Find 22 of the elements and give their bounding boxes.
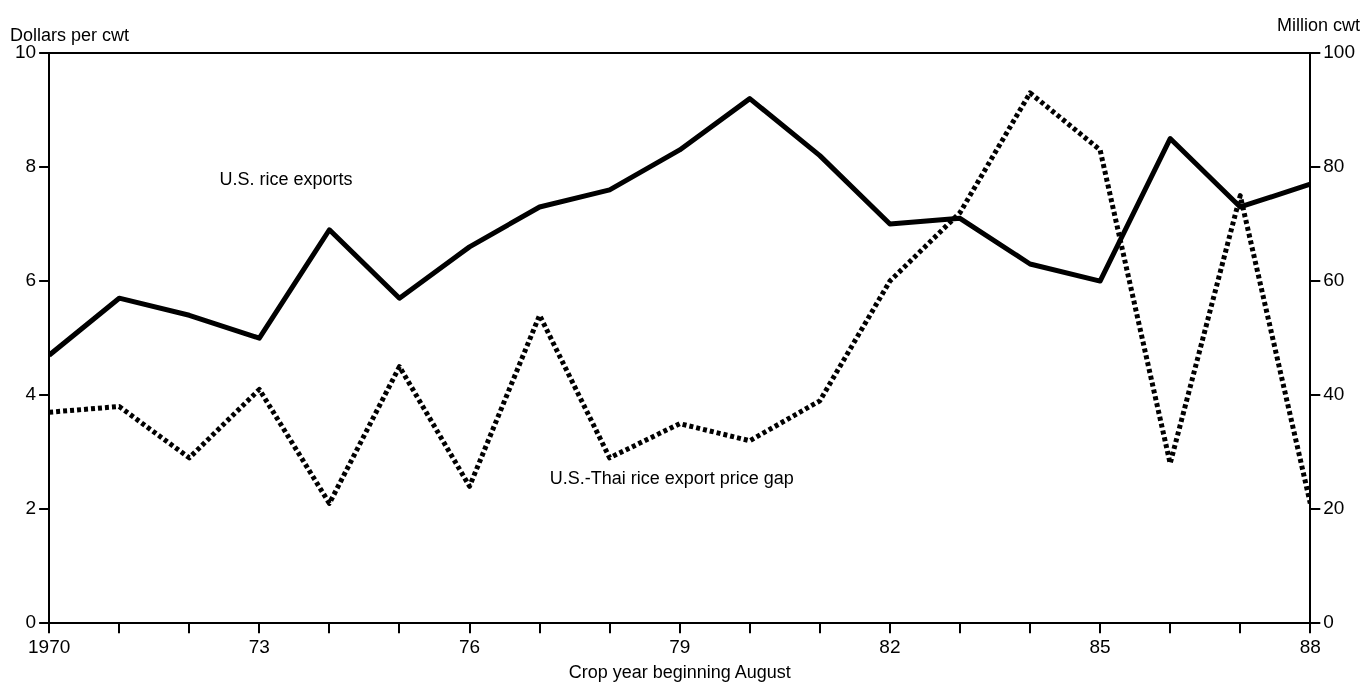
x-tick-label: 76 — [458, 635, 481, 657]
text: U.S.-Thai rice export price gap — [549, 467, 794, 488]
y-tick-label: 8 — [25, 155, 37, 177]
y2-tick-label: 20 — [1323, 497, 1345, 519]
y-tick-label: 4 — [25, 383, 37, 405]
x-tick-label: 82 — [879, 635, 901, 657]
y-tick-label: 0 — [25, 611, 37, 633]
y2-axis-title: Million cwt — [1276, 14, 1360, 35]
y-tick-label: 2 — [25, 497, 37, 519]
x-tick-label: 1970 — [27, 635, 71, 657]
y2-tick-label: 40 — [1323, 383, 1345, 405]
x-tick-label: 73 — [248, 635, 270, 657]
x-tick-label: 88 — [1299, 635, 1321, 657]
y-tick-label: 6 — [25, 269, 37, 291]
y2-tick-label: 100 — [1323, 41, 1355, 63]
x-tick-label: 85 — [1089, 635, 1111, 657]
y2-tick-label: 80 — [1323, 155, 1345, 177]
text: U.S. rice exports — [219, 168, 353, 189]
y2-tick-label: 60 — [1323, 269, 1345, 291]
x-tick-label: 79 — [669, 635, 691, 657]
y2-tick-label: 0 — [1323, 611, 1334, 633]
x-axis-title: Crop year beginning August — [568, 661, 791, 682]
